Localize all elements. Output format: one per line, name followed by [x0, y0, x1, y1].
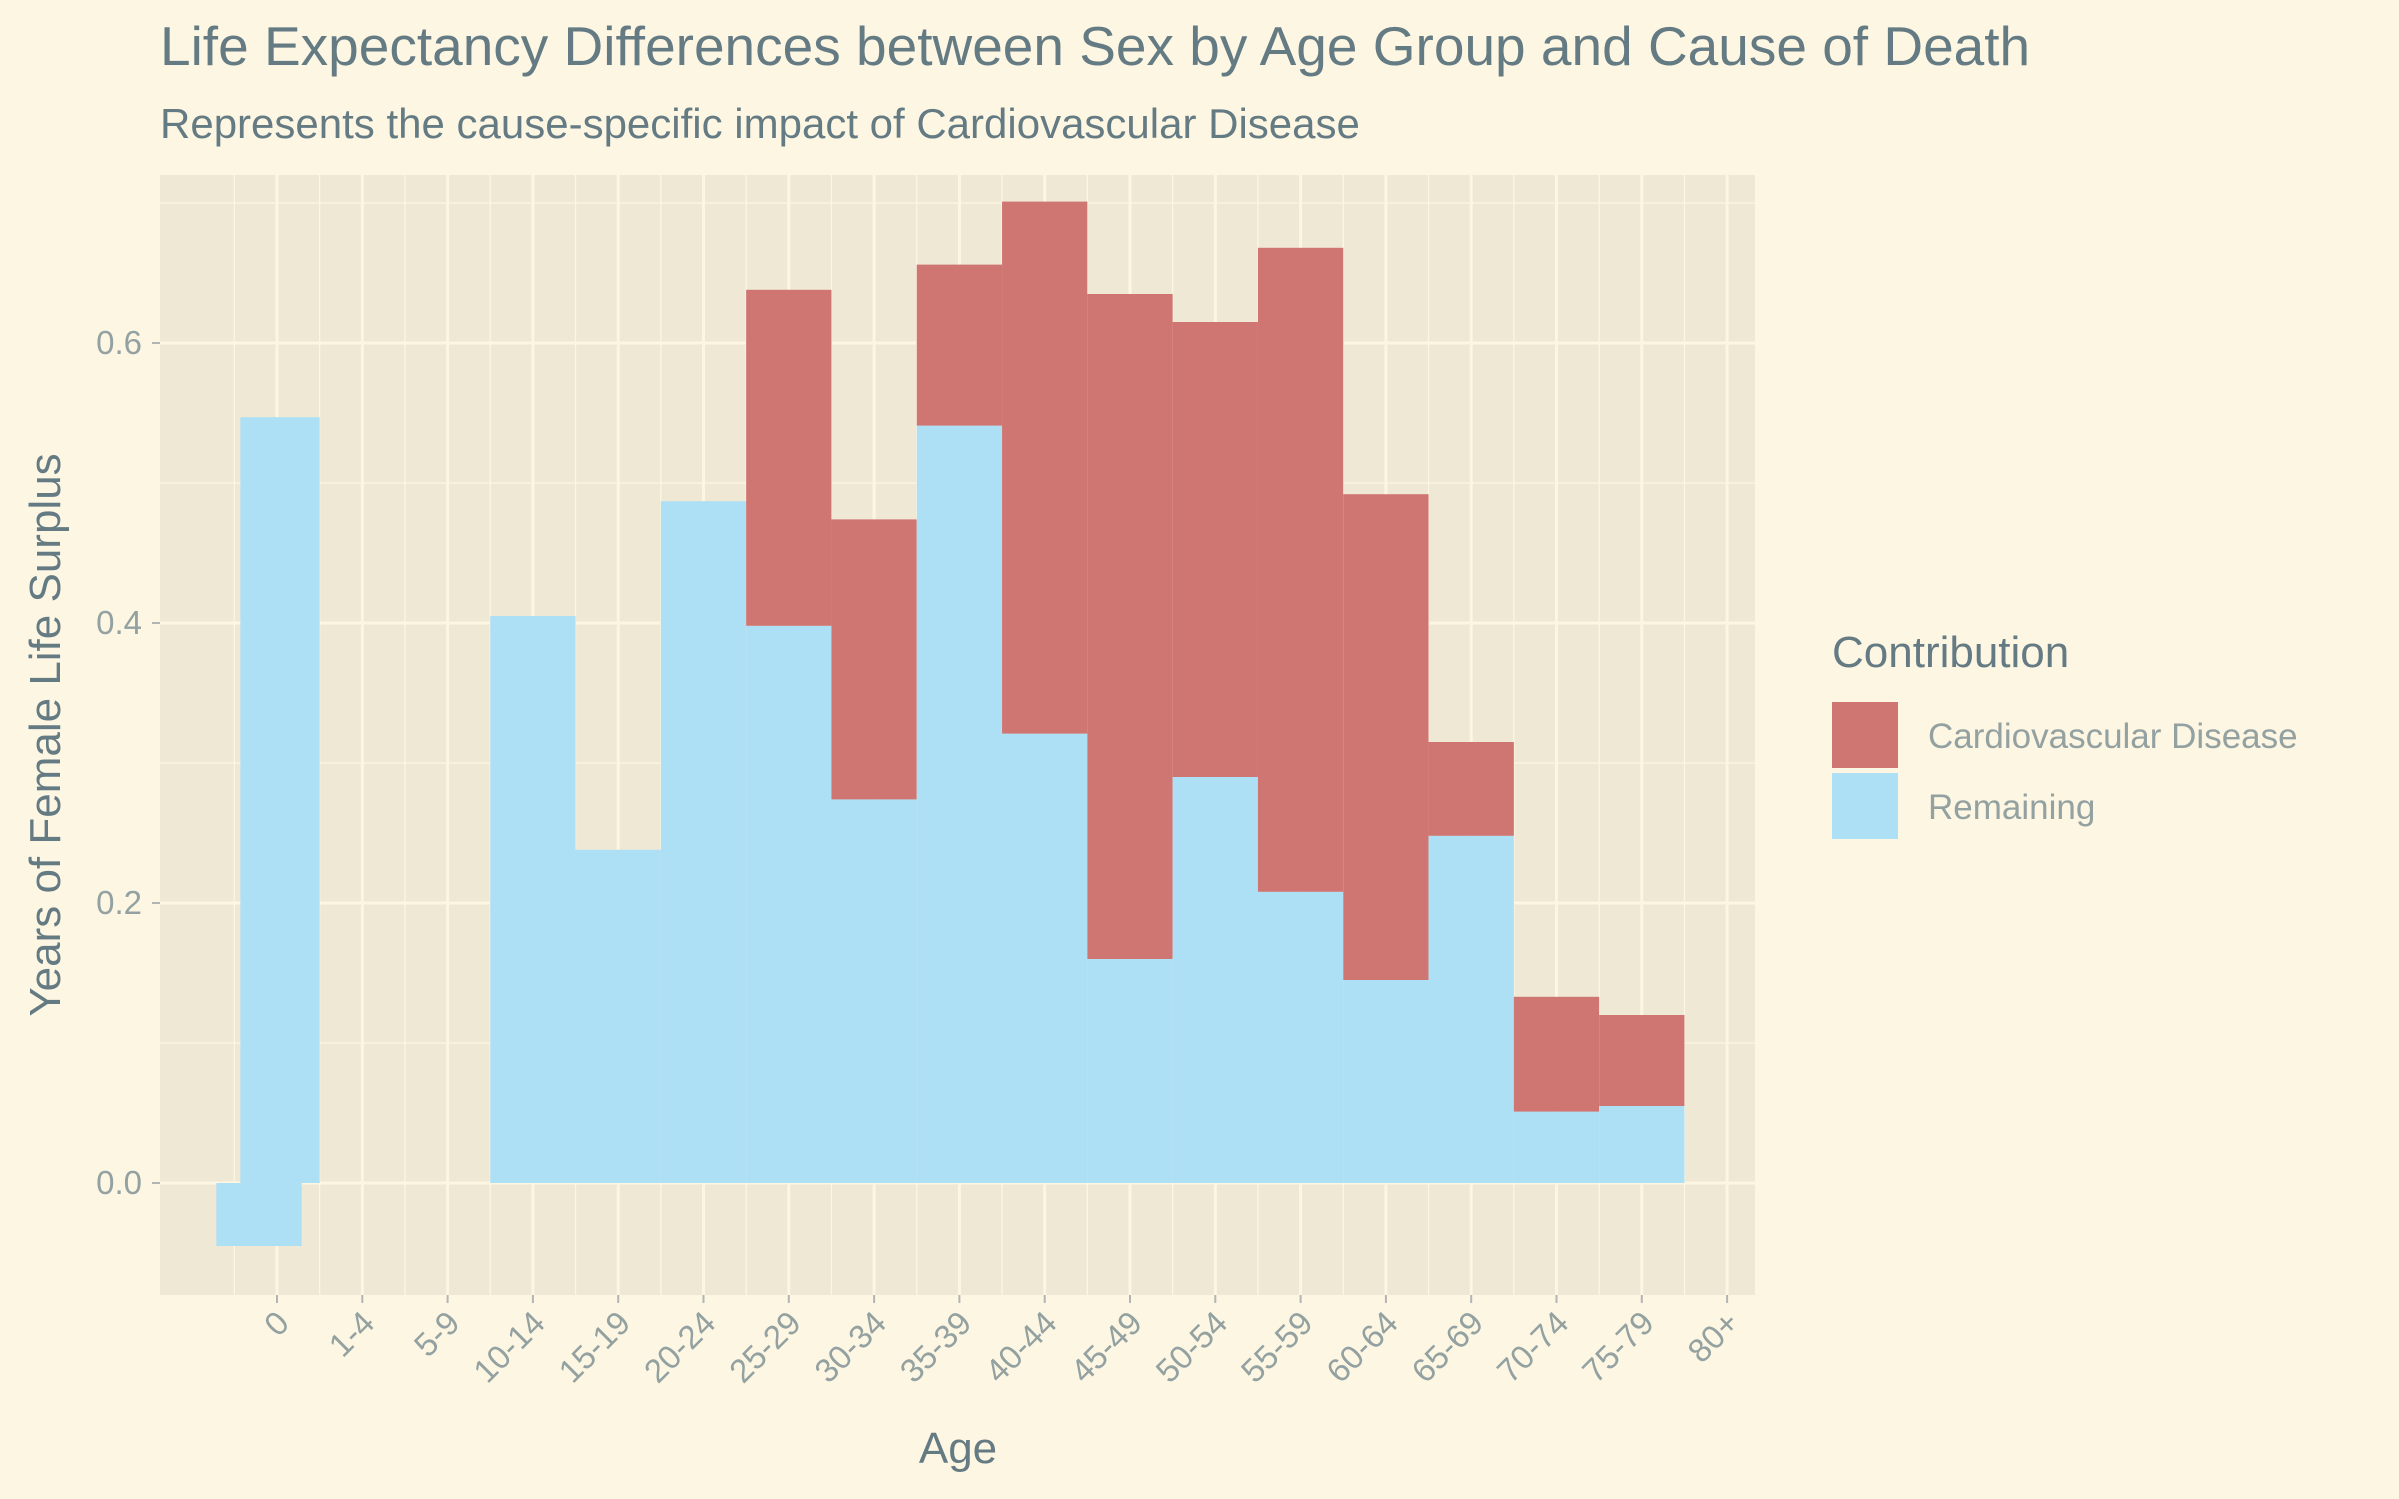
- bar-cardiovascular-50-54: [1172, 322, 1258, 777]
- legend-key-cardiovascular: [1832, 702, 1898, 768]
- x-tick-label: 1-4: [321, 1304, 381, 1364]
- bar-remaining-55-59: [1257, 891, 1344, 1183]
- x-tick-label: 35-39: [893, 1304, 979, 1390]
- bar-cardiovascular-55-59: [1257, 247, 1344, 892]
- bar-remaining-25-29: [746, 625, 832, 1183]
- bar-remaining-45-49: [1087, 959, 1173, 1183]
- x-tick-label: 75-79: [1575, 1304, 1661, 1390]
- y-tick-label: 0.0: [96, 1164, 142, 1201]
- bar-remaining-70-74: [1513, 1111, 1600, 1183]
- bar-remaining-15-19: [575, 849, 661, 1183]
- x-tick-label: 10-14: [466, 1304, 552, 1390]
- bar-remaining-40-44: [1002, 733, 1088, 1183]
- y-tick-label: 0.6: [96, 324, 142, 361]
- legend-key-remaining: [1832, 773, 1898, 839]
- bar-remaining-30-34: [831, 799, 917, 1183]
- x-tick-label: 80+: [1680, 1304, 1746, 1370]
- bar-cardiovascular-45-49: [1087, 294, 1173, 959]
- bar-cardiovascular-25-29: [746, 289, 832, 626]
- bar-cardiovascular-35-39: [916, 264, 1003, 426]
- y-tick-label: 0.4: [96, 604, 142, 641]
- legend-label-remaining: Remaining: [1928, 788, 2095, 827]
- chart-subtitle: Represents the cause-specific impact of …: [160, 100, 1360, 147]
- bar-remaining-65-69: [1428, 835, 1514, 1183]
- x-tick-label: 65-69: [1404, 1304, 1490, 1390]
- bar-remaining-0: [240, 417, 320, 1183]
- bar-remaining-10-14: [490, 616, 576, 1183]
- x-axis-title: Age: [919, 1424, 997, 1473]
- x-tick-label: 25-29: [722, 1304, 808, 1390]
- x-tick-label: 40-44: [978, 1304, 1064, 1390]
- x-tick-label: 60-64: [1319, 1304, 1405, 1390]
- bar-cardiovascular-30-34: [831, 519, 917, 800]
- legend-label-cardiovascular: Cardiovascular Disease: [1928, 717, 2298, 756]
- bar-remaining-20-24: [660, 501, 747, 1183]
- legend-title: Contribution: [1832, 628, 2069, 677]
- y-tick-label: 0.2: [96, 884, 142, 921]
- bar-remaining-75-79: [1599, 1106, 1685, 1183]
- bar-remaining-negative-0: [216, 1183, 302, 1246]
- x-tick-label: 50-54: [1148, 1304, 1234, 1390]
- bar-remaining-60-64: [1343, 980, 1429, 1183]
- chart-title: Life Expectancy Differences between Sex …: [160, 15, 2030, 77]
- bar-remaining-35-39: [916, 425, 1003, 1184]
- x-tick-label: 70-74: [1490, 1304, 1576, 1390]
- x-tick-label: 55-59: [1234, 1304, 1320, 1390]
- bars: [216, 201, 1685, 1246]
- bar-cardiovascular-65-69: [1428, 742, 1514, 836]
- bar-cardiovascular-60-64: [1343, 494, 1429, 980]
- bar-remaining-50-54: [1172, 777, 1258, 1183]
- legend: Contribution Cardiovascular Disease Rema…: [1832, 628, 2298, 839]
- bar-cardiovascular-70-74: [1513, 996, 1600, 1112]
- x-tick-label: 30-34: [807, 1304, 893, 1390]
- bar-cardiovascular-75-79: [1599, 1015, 1685, 1106]
- bar-cardiovascular-40-44: [1002, 201, 1088, 734]
- y-axis-title: Years of Female Life Surplus: [21, 453, 70, 1016]
- x-tick-label: 45-49: [1063, 1304, 1149, 1390]
- x-tick-label: 5-9: [407, 1304, 467, 1364]
- x-tick-label: 20-24: [637, 1304, 723, 1390]
- x-tick-label: 15-19: [551, 1304, 637, 1390]
- x-tick-label: 0: [257, 1304, 296, 1343]
